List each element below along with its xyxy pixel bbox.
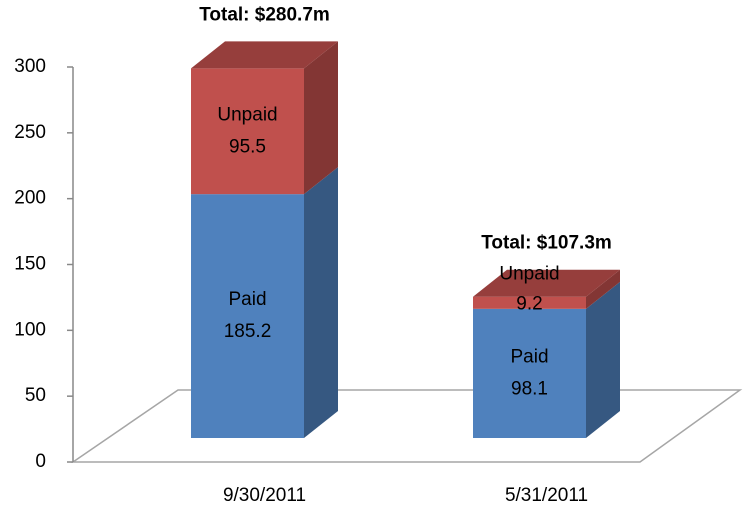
data-label: 185.2 — [224, 321, 272, 342]
data-label-name: Paid — [228, 289, 266, 310]
y-tick-label: 250 — [14, 122, 46, 143]
data-label: 95.5 — [229, 136, 266, 157]
floor — [70, 389, 743, 463]
data-label-name: Unpaid — [499, 264, 559, 285]
x-tick-label: 9/30/2011 — [223, 485, 306, 506]
y-tick-label: 50 — [25, 385, 46, 406]
data-label: 98.1 — [511, 378, 548, 399]
bar — [473, 296, 586, 309]
data-label-name: Paid — [510, 346, 548, 367]
bar — [191, 68, 304, 195]
data-label-name: Unpaid — [217, 104, 277, 125]
bar-side — [304, 41, 338, 195]
data-label: 9.2 — [516, 294, 542, 315]
bar-top — [191, 41, 338, 69]
y-tick-label: 150 — [14, 254, 46, 275]
annotation: Total: $107.3m — [481, 233, 612, 254]
bar-top — [473, 269, 620, 297]
y-tick-label: 100 — [14, 319, 46, 340]
x-tick-label: 5/31/2011 — [505, 485, 588, 506]
y-tick-label: 200 — [14, 188, 46, 209]
y-tick-label: 300 — [14, 56, 46, 77]
annotation: Total: $280.7m — [199, 4, 330, 25]
bar-side — [586, 269, 620, 309]
bar-side — [586, 281, 620, 438]
bar — [473, 308, 586, 438]
bar — [191, 194, 304, 438]
bar-side — [304, 167, 338, 439]
y-tick-label: 0 — [35, 451, 46, 472]
